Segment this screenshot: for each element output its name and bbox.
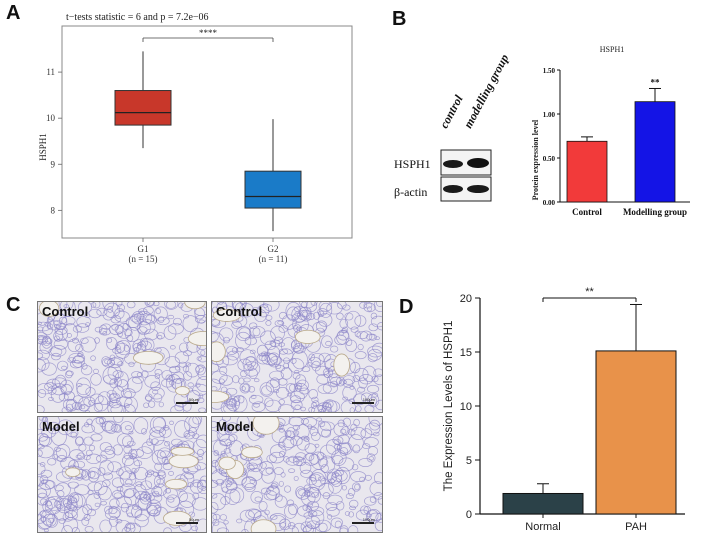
micrograph-3: Model 50μm (37, 416, 207, 533)
chart-d-ytick-label-1: 5 (466, 455, 472, 467)
chart-b-bar-1 (634, 101, 676, 203)
panel-label-d: D (399, 296, 414, 318)
chart-a-significance: **** (142, 28, 274, 42)
micrograph-label-3: Model (42, 419, 80, 434)
chart-a-ytick-label-11: 11 (46, 67, 55, 77)
chart-b-title: HSPH1 (600, 45, 624, 54)
chart-d-ytick-label-3: 15 (460, 347, 472, 359)
panel-label-b: B (392, 8, 407, 30)
chart-d-ytick-label-0: 0 (466, 509, 472, 521)
chart-a-ytick-label-8: 8 (51, 205, 56, 215)
chart-b-sig-stars: ** (651, 77, 661, 87)
blot-lane-modelling: modelling group (460, 51, 512, 131)
chart-b-ytick-label-1: 0.50 (543, 155, 556, 163)
micrograph-tissue-2 (212, 302, 382, 412)
micrograph-label-2: Control (216, 304, 263, 319)
blot-band-hsph1-control (443, 160, 463, 168)
blot-row-bactin: β-actin (394, 185, 427, 199)
chart-d-ytick-label-2: 10 (460, 401, 472, 413)
chart-d-bars: The Expression Levels of HSPH1 05101520 … (443, 286, 685, 533)
chart-d-bar-group: Normal PAH ** (502, 286, 677, 533)
chart-a-xaxis: G1(n = 15) G2(n = 11) (128, 238, 287, 264)
micrograph-4: Model 100μm (211, 416, 383, 533)
chart-d-bar-1 (595, 350, 677, 515)
chart-a-xlabel-n-G1: (n = 15) (128, 254, 157, 264)
chart-b-ytick-label-3: 1.50 (543, 67, 556, 75)
chart-d-xlabel-1: PAH (625, 521, 647, 533)
panel-label-c: C (6, 294, 21, 316)
chart-a-box-G1 (114, 90, 172, 126)
micrograph-scalebar-4 (352, 522, 374, 524)
micrograph-label-1: Control (42, 304, 89, 319)
blot-band-bactin-model (467, 185, 489, 193)
western-blot: HSPH1 β-actin (394, 149, 492, 202)
blot-lane-control: control (436, 92, 466, 131)
chart-d-sig-stars: ** (585, 286, 594, 298)
chart-a-xlabel-G1: G1 (138, 244, 149, 254)
micrograph-scalebar-1 (176, 402, 198, 404)
chart-d-xlabel-0: Normal (525, 521, 560, 533)
chart-a-boxes (114, 51, 302, 232)
panel-label-a: A (6, 2, 21, 24)
micrograph-scale-text-2: 100μm (362, 397, 375, 402)
chart-a-box-G2 (244, 170, 302, 209)
chart-a-title: t−tests statistic = 6 and p = 7.2e−06 (66, 12, 209, 23)
chart-a-yaxis: 8 9 10 11 (46, 67, 62, 215)
micrograph-tissue-4 (212, 417, 382, 532)
blot-band-hsph1-model (467, 158, 489, 168)
chart-b-ytick-label-2: 1.00 (543, 111, 556, 119)
micrograph-tissue-3 (38, 417, 206, 532)
chart-a-ytick-label-10: 10 (46, 113, 56, 123)
blot-band-bactin-control (443, 185, 463, 193)
chart-a-frame (61, 25, 353, 239)
chart-d-ytick-label-4: 20 (460, 293, 472, 305)
chart-b-bars: HSPH1 Protein expression level 0.00 0.50 1… (531, 45, 690, 217)
micrograph-scale-text-4: 100μm (362, 517, 375, 522)
micrograph-scalebar-2 (352, 402, 374, 404)
micrograph-1: Control 50μm (37, 301, 207, 413)
chart-b-xlabel-1: Modelling group (623, 207, 687, 217)
chart-a-ylabel: HSPH1 (38, 133, 48, 161)
chart-b-ylabel: Protein expression level (531, 119, 540, 200)
chart-b-bar-0 (566, 140, 608, 203)
chart-a-ytick-label-9: 9 (51, 159, 56, 169)
chart-a-xlabel-n-G2: (n = 11) (259, 254, 288, 264)
chart-b-xlabel-0: Control (572, 207, 602, 217)
micrograph-2: Control 100μm (211, 301, 383, 413)
micrograph-label-4: Model (216, 419, 254, 434)
micrograph-scale-text-3: 50μm (188, 517, 199, 522)
chart-a-sig-stars: **** (199, 28, 218, 38)
chart-b-ytick-label-0: 0.00 (543, 199, 556, 207)
micrograph-tissue-1 (38, 302, 206, 412)
chart-d-ylabel: The Expression Levels of HSPH1 (443, 321, 455, 492)
chart-a-boxplot: t−tests statistic = 6 and p = 7.2e−06 HS… (38, 12, 353, 264)
micrograph-scalebar-3 (176, 522, 198, 524)
chart-b-bar-group: Control Modelling group ** (566, 77, 687, 217)
chart-d-bar-0 (502, 492, 584, 515)
chart-a-xlabel-G2: G2 (268, 244, 279, 254)
micrograph-scale-text-1: 50μm (188, 397, 199, 402)
blot-row-hsph1: HSPH1 (394, 157, 431, 171)
